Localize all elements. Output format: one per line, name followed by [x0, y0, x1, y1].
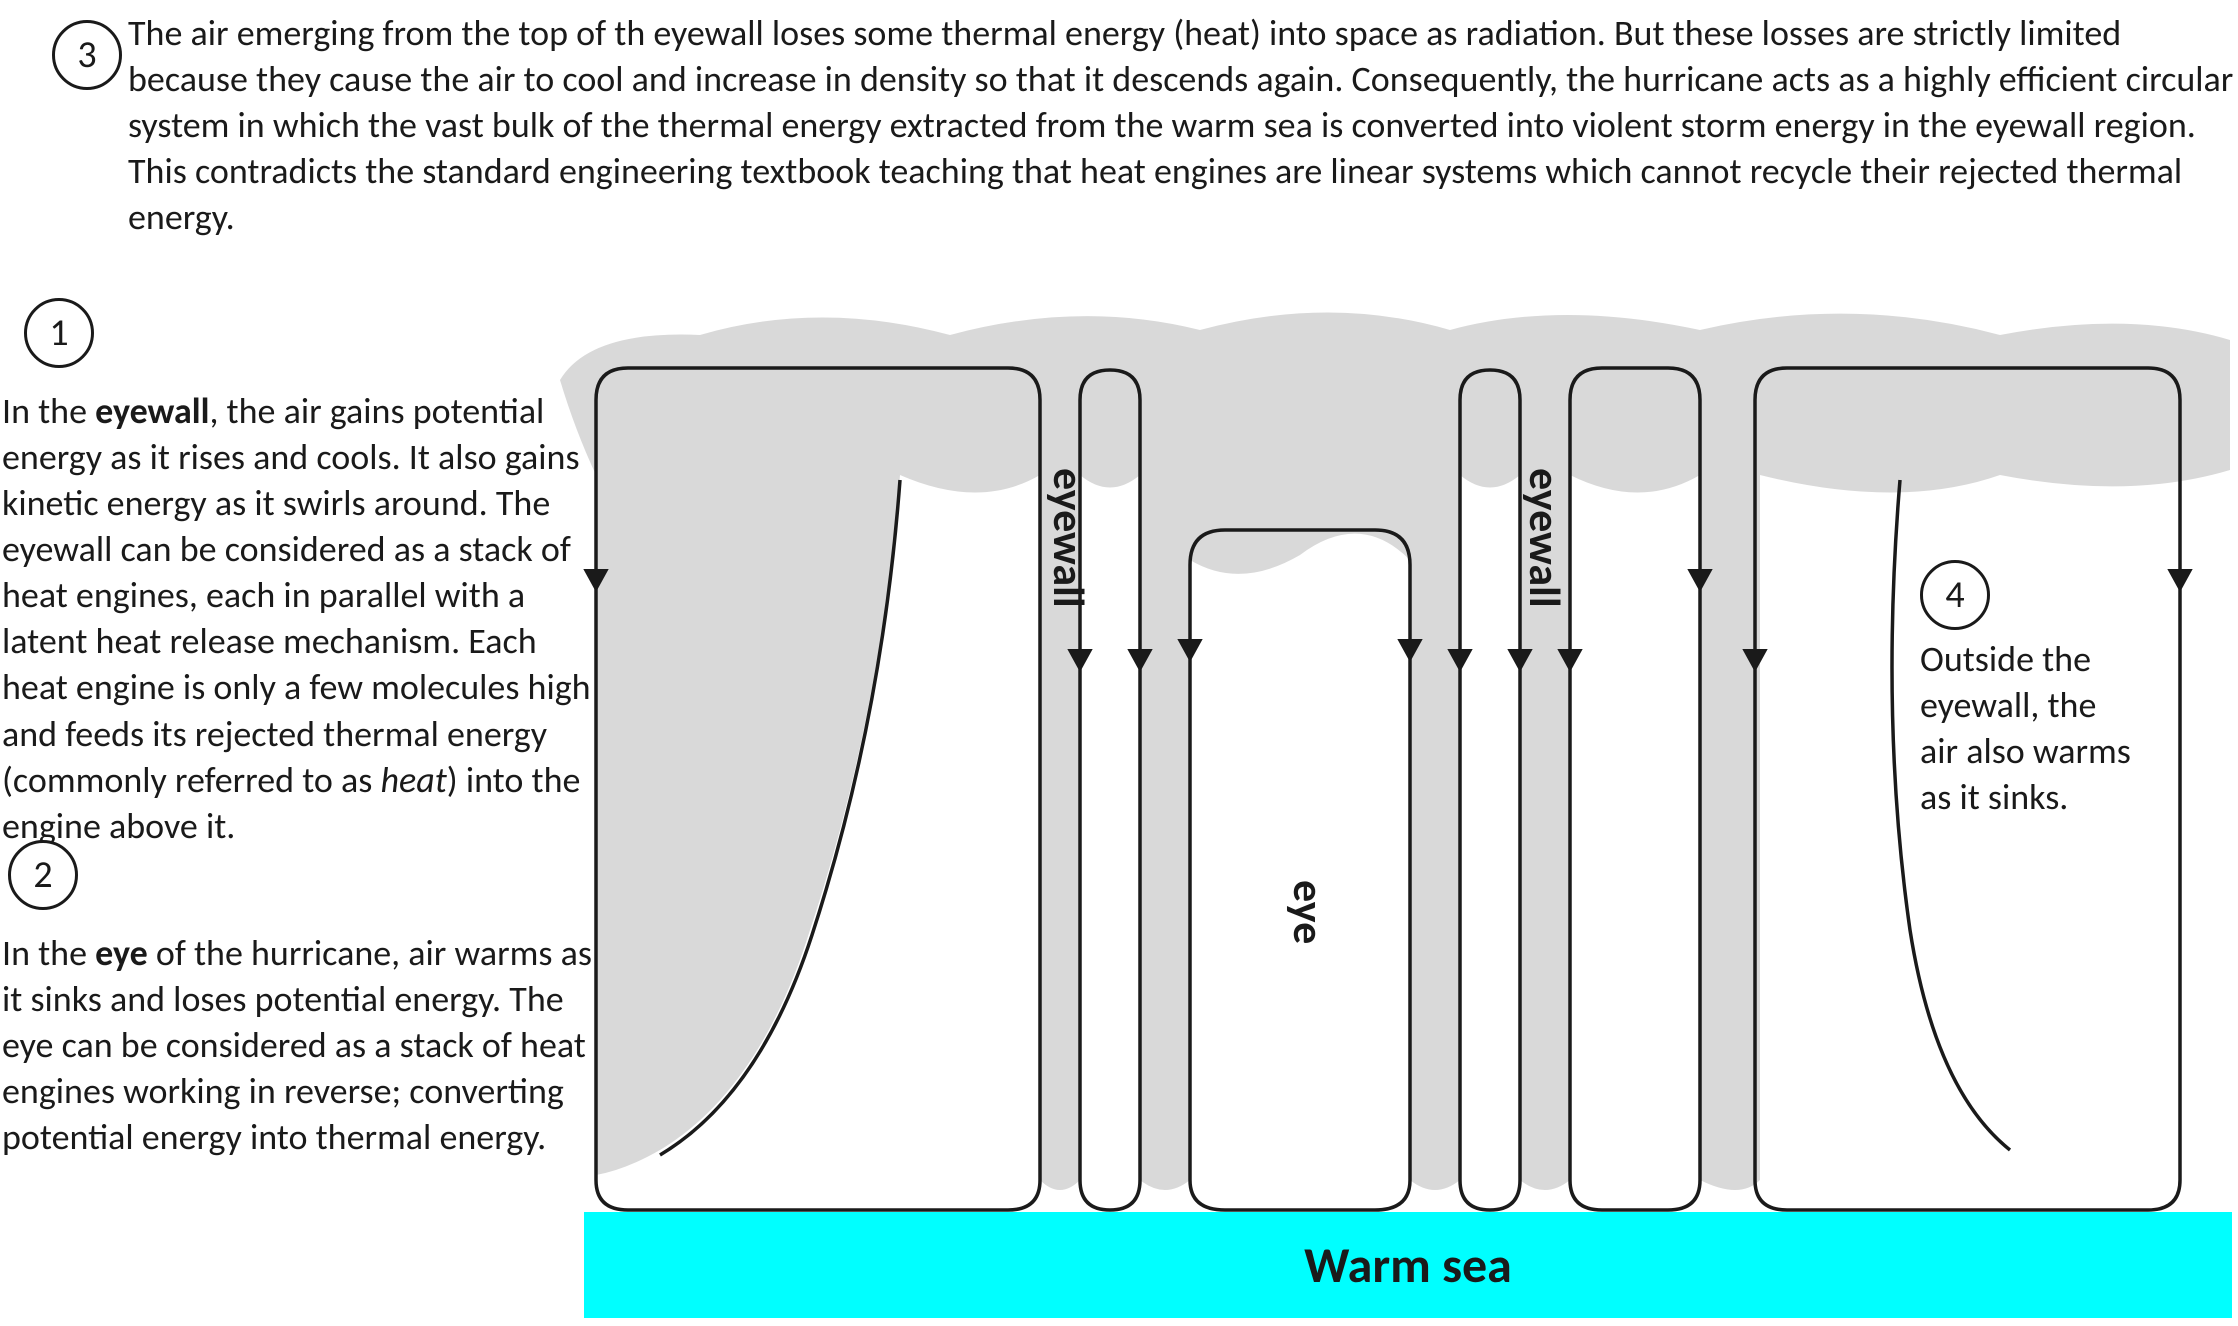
circle-2: 2: [8, 840, 78, 910]
circle-4-num: 4: [1945, 572, 1964, 618]
eyewall-right-loop: [1460, 370, 1520, 1210]
label-eyewall-left: eyewall: [1042, 468, 1096, 608]
label-eyewall-right: eyewall: [1518, 468, 1572, 608]
circle-3: 3: [52, 20, 122, 90]
label-eye: eye: [1282, 880, 1336, 944]
circle-1-num: 1: [49, 310, 68, 356]
eye-loop: [1190, 530, 1410, 1210]
circle-3-num: 3: [77, 32, 96, 78]
mid-right-loop: [1570, 368, 1700, 1210]
circle-1: 1: [24, 298, 94, 368]
circle-4: 4: [1920, 560, 1990, 630]
paragraph-4: Outside the eyewall, the air also warms …: [1920, 636, 2140, 820]
hurricane-diagram: [0, 0, 2238, 1326]
circle-2-num: 2: [33, 852, 52, 898]
